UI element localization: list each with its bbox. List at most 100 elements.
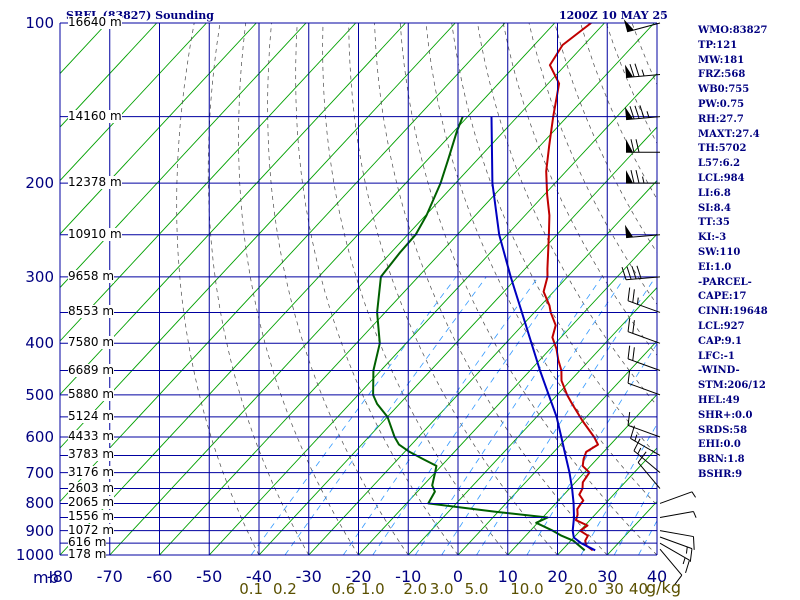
- isotherm-line: [159, 23, 655, 555]
- mixing-ratio-line: [250, 276, 457, 555]
- pressure-tick-label: 1000: [15, 546, 54, 564]
- isotherm-line: [557, 447, 657, 555]
- observation-time: 1200Z 10 MAY 25: [559, 9, 668, 22]
- mixing-ratio-tick-label: 1.0: [360, 580, 385, 598]
- wind-barb: [659, 530, 695, 550]
- isotherm-line: [60, 23, 556, 555]
- height-label: 7580 m: [68, 335, 115, 350]
- temperature-tick-label: -80: [46, 567, 74, 586]
- mixing-ratio-tick-label: 0.2: [272, 580, 297, 598]
- index-item: STM:206/12: [698, 380, 766, 392]
- pressure-unit-label: mb: [33, 568, 59, 587]
- wind-barb: [626, 139, 660, 153]
- dry-adiabat-line: [374, 23, 608, 555]
- pressure-tick-label: 700: [25, 463, 54, 482]
- wind-barb: [624, 63, 661, 79]
- dry-adiabat-line: [238, 23, 359, 555]
- wind-barb: [659, 542, 690, 574]
- index-item: KI:-3: [698, 232, 727, 244]
- dry-adiabat-line: [425, 23, 657, 506]
- pressure-tick-label: 200: [25, 174, 54, 193]
- isotherm-line: [60, 23, 406, 396]
- pressure-tick-label: 600: [25, 427, 54, 446]
- height-label: 2065 m: [68, 495, 115, 510]
- temperature-tick-label: 30: [597, 567, 618, 586]
- isotherm-line: [208, 72, 657, 555]
- pressure-tick-label: 300: [25, 267, 54, 286]
- dry-adiabat-line: [399, 23, 657, 555]
- temperature-tick-label: 40: [646, 567, 668, 586]
- wind-barb: [624, 105, 661, 121]
- height-label: 16640 m: [68, 15, 122, 29]
- wind-barb: [627, 345, 661, 371]
- isotherm-line: [358, 233, 657, 555]
- index-item: PW:0.75: [698, 98, 745, 110]
- dry-adiabat-line: [787, 23, 800, 555]
- index-item: LFC:-1: [698, 350, 735, 362]
- isotherm-line: [258, 126, 657, 555]
- index-item: LCL:984: [698, 172, 745, 184]
- index-item: HEL:49: [698, 394, 740, 406]
- height-label: 10910 m: [68, 226, 122, 241]
- mixing-ratio-tick-label: 2.0: [403, 580, 428, 598]
- pressure-tick-label: 100: [25, 14, 54, 32]
- index-item: SHR+:0.0: [698, 409, 753, 421]
- index-item: TT:35: [698, 217, 730, 229]
- height-label: 9658 m: [68, 268, 115, 283]
- temperature-tick-label: -30: [295, 567, 322, 586]
- temperature-tick-label: -20: [345, 567, 372, 586]
- wind-barb: [627, 369, 661, 396]
- index-item: L57:6.2: [698, 158, 741, 170]
- height-label: 6689 m: [68, 362, 115, 377]
- index-item: -PARCEL-: [698, 276, 752, 288]
- height-label: 3176 m: [68, 464, 115, 479]
- mixing-ratio-line: [476, 276, 656, 555]
- height-label: 2603 m: [68, 480, 115, 495]
- dry-adiabat-line: [176, 23, 260, 555]
- wind-barb: [623, 19, 661, 33]
- isotherm-line: [109, 23, 605, 555]
- index-item: TP:121: [698, 39, 738, 51]
- index-item: WMO:83827: [698, 25, 768, 36]
- wind-barb: [659, 536, 693, 562]
- index-item: MAXT:27.4: [698, 128, 760, 140]
- index-item: TH:5702: [698, 143, 747, 155]
- temperature-tick-label: 20: [547, 567, 568, 586]
- pressure-tick-label: 400: [25, 334, 54, 353]
- wind-barb: [659, 511, 697, 518]
- mixing-ratio-tick-label: 10.0: [510, 580, 544, 598]
- wind-barb: [627, 412, 661, 438]
- index-item: SW:110: [698, 246, 741, 258]
- height-label: 5124 m: [68, 408, 115, 423]
- index-item: RH:27.7: [698, 113, 744, 125]
- wind-barbs: [621, 19, 697, 587]
- index-item: CAP:9.1: [698, 335, 742, 347]
- isotherm-line: [60, 23, 456, 449]
- isotherm-line: [457, 340, 657, 555]
- isotherm-line: [407, 286, 657, 555]
- mixing-ratio-tick-label: 3.0: [429, 580, 454, 598]
- pressure-tick-label: 500: [25, 385, 54, 404]
- height-label: 5880 m: [68, 386, 115, 401]
- temperature-tick-label: -40: [245, 567, 273, 586]
- background-lines: [60, 23, 800, 555]
- mixing-ratio-tick-label: 5.0: [464, 580, 489, 598]
- temperature-tick-label: -60: [146, 567, 173, 586]
- pressure-tick-label: 900: [25, 521, 54, 540]
- isotherm-line: [60, 23, 307, 289]
- index-item: LCL:927: [698, 320, 745, 332]
- index-item: LI:6.8: [698, 187, 731, 199]
- height-label: 3783 m: [68, 447, 115, 462]
- wind-barb: [659, 548, 683, 587]
- height-label: 8553 m: [68, 304, 115, 319]
- temperature-tick-label: 0: [452, 567, 464, 586]
- wind-barb: [659, 491, 697, 504]
- index-item: SI:8.4: [698, 202, 731, 214]
- height-label: 4433 m: [68, 428, 115, 443]
- wind-barb: [627, 287, 661, 313]
- height-label: 1556 m: [68, 509, 115, 524]
- index-item: BRN:1.8: [698, 454, 745, 466]
- mixing-ratio-tick-label: 0.6: [331, 580, 356, 598]
- mixing-ratio-line: [372, 276, 565, 555]
- stability-indices-panel: WMO:83827 TP:121 MW:181 FRZ:568 WB0:755 PW:0.…: [698, 24, 768, 483]
